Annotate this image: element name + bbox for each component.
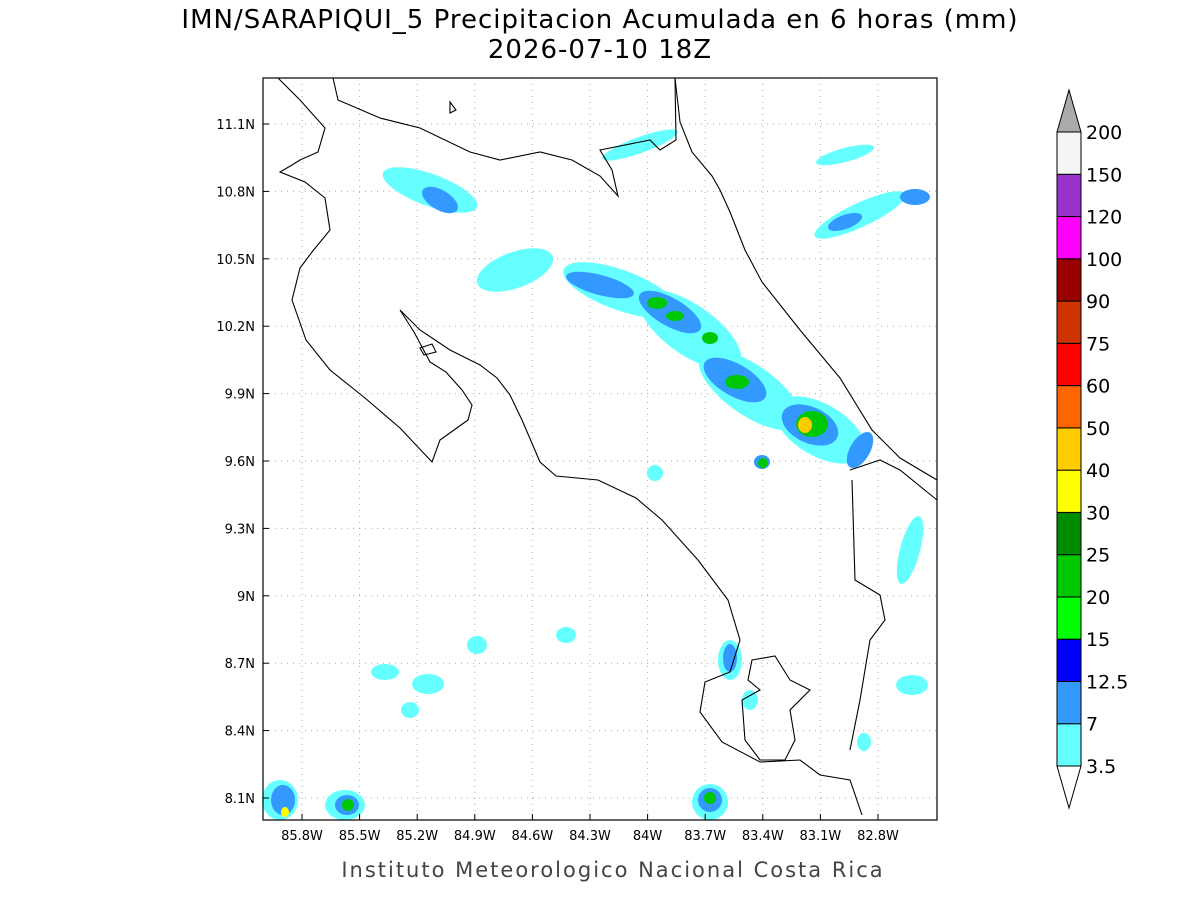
colorbar-label: 12.5 — [1086, 671, 1128, 693]
lon-tick-label: 84W — [633, 829, 663, 844]
lon-tick-label: 85.2W — [396, 829, 438, 844]
colorbar-label: 150 — [1086, 164, 1122, 186]
lat-tick-label: 9N — [237, 590, 255, 605]
colorbar-label: 75 — [1086, 333, 1110, 355]
precipitation — [262, 129, 930, 820]
lat-tick-label: 9.6N — [225, 455, 255, 470]
lon-tick-label: 85.8W — [281, 829, 323, 844]
colorbar-box — [1056, 469, 1082, 513]
lon-tick-label: 83.7W — [684, 829, 726, 844]
colorbar-label: 7 — [1086, 714, 1098, 736]
colorbar-label: 25 — [1086, 545, 1110, 567]
colorbar-box — [1056, 258, 1082, 302]
colorbar-box — [1056, 511, 1082, 556]
colorbar-box — [1056, 596, 1082, 640]
lat-tick-label: 8.4N — [225, 725, 255, 740]
colorbar: 3.5 7 12.5 15 20 25 30 40 50 60 75 90 100 120 150 200 — [1056, 88, 1128, 810]
lon-tick-label: 84.6W — [511, 829, 553, 844]
colorbar-label: 40 — [1086, 460, 1110, 482]
colorbar-box — [1056, 173, 1082, 218]
colorbar-box — [1056, 342, 1082, 387]
colorbar-box — [1056, 385, 1082, 429]
lon-tick-label: 84.3W — [569, 829, 611, 844]
colorbar-box — [1056, 638, 1082, 682]
lon-tick-label: 82.8W — [857, 829, 899, 844]
colorbar-under — [1056, 765, 1082, 810]
lat-tick-label: 10.5N — [216, 253, 255, 268]
colorbar-label: 30 — [1086, 502, 1110, 524]
colorbar-label: 100 — [1086, 249, 1122, 271]
lat-tick-label: 9.3N — [225, 522, 255, 537]
colorbar-label: 3.5 — [1086, 756, 1116, 778]
subtitle: 2026-07-10 18Z — [488, 35, 712, 65]
lat-tick-label: 10.8N — [216, 185, 255, 200]
colorbar-label: 50 — [1086, 418, 1110, 440]
colorbar-label: 20 — [1086, 587, 1110, 609]
coastlines — [277, 77, 938, 816]
lon-tick-label: 85.5W — [339, 829, 381, 844]
lat-tick-label: 10.2N — [216, 320, 255, 335]
lon-tick-label: 84.9W — [454, 829, 496, 844]
footer: Instituto Meteorologico Nacional Costa R… — [341, 858, 884, 882]
lat-tick-label: 8.1N — [225, 792, 255, 807]
colorbar-over — [1056, 88, 1082, 133]
lat-tick-label: 11.1N — [216, 118, 255, 133]
colorbar-box — [1056, 427, 1082, 471]
colorbar-box — [1056, 554, 1082, 598]
lat-tick-label: 9.9N — [225, 388, 255, 403]
colorbar-box — [1056, 723, 1082, 767]
colorbar-label: 60 — [1086, 376, 1110, 398]
colorbar-box — [1056, 680, 1082, 725]
colorbar-box — [1056, 300, 1082, 344]
grid — [263, 78, 937, 820]
lon-tick-label: 83.4W — [742, 829, 784, 844]
colorbar-label: 15 — [1086, 629, 1110, 651]
map-frame — [262, 77, 938, 821]
colorbar-box — [1056, 131, 1082, 175]
lon-tick-label: 83.1W — [799, 829, 841, 844]
colorbar-label: 200 — [1086, 122, 1122, 144]
colorbar-label: 90 — [1086, 291, 1110, 313]
colorbar-label: 120 — [1086, 207, 1122, 229]
title: IMN/SARAPIQUI_5 Precipitacion Acumulada … — [181, 5, 1018, 35]
lat-tick-label: 8.7N — [225, 657, 255, 672]
colorbar-box — [1056, 216, 1082, 260]
